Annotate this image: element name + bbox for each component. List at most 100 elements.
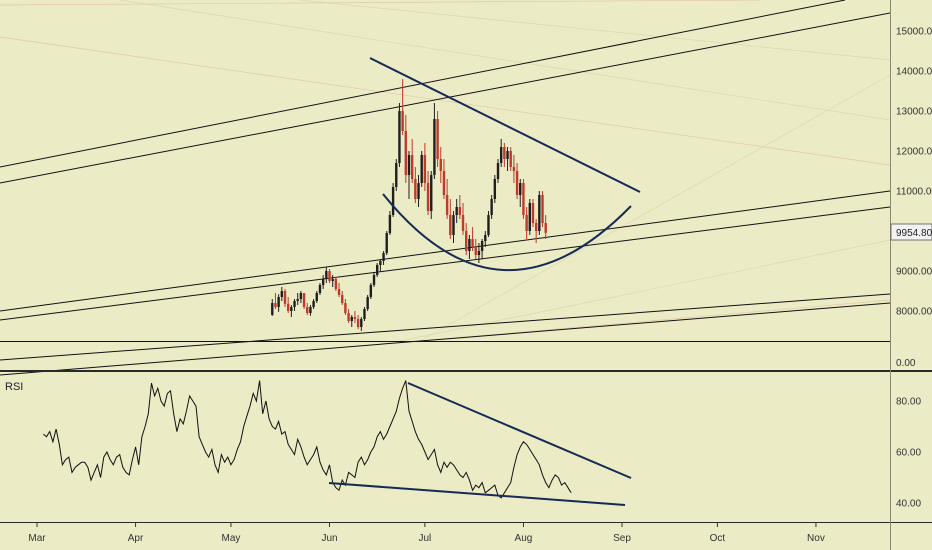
candle-body — [417, 183, 420, 199]
rsi-line — [43, 380, 572, 499]
rsi-axis[interactable]: 80.00 60.00 40.00 — [896, 397, 921, 510]
candle-body — [312, 301, 315, 307]
candle-body — [395, 163, 398, 187]
candle-body — [401, 111, 404, 131]
current-price-tag-box — [890, 223, 932, 241]
candle-body — [296, 299, 299, 301]
candle-body — [293, 301, 296, 307]
candle-body — [430, 175, 433, 211]
candle-body — [519, 183, 522, 195]
candle-body — [433, 119, 436, 175]
candle-body — [436, 119, 439, 159]
candle-body — [337, 289, 341, 295]
candle-body — [465, 231, 468, 251]
candle-body — [321, 279, 325, 285]
candle-body — [509, 151, 512, 167]
candle-body — [544, 223, 547, 233]
fan-line — [0, 0, 761, 6]
fan-line — [119, 0, 891, 121]
candle-body — [420, 155, 423, 183]
candle-body — [480, 241, 484, 251]
candle-body — [534, 223, 538, 231]
candle-body — [461, 215, 465, 231]
candle-body — [280, 291, 284, 297]
candle-body — [382, 253, 385, 261]
current-price-label: 9954.80 — [896, 228, 932, 239]
trend-line — [0, 12, 891, 184]
candle-body — [515, 171, 519, 195]
month-label: Mar — [28, 533, 46, 544]
candle-body — [309, 307, 312, 313]
candle-body — [442, 171, 446, 195]
candle-body — [487, 215, 490, 235]
price-tick-label: 11000.00 — [896, 187, 932, 198]
candle-body — [375, 265, 379, 275]
candle-body — [471, 239, 474, 247]
candle-body — [271, 303, 274, 315]
trend-line — [0, 302, 891, 376]
candle-body — [439, 159, 442, 171]
candle-body — [363, 309, 366, 319]
candle-body — [512, 167, 516, 171]
candle-body — [522, 183, 525, 215]
candle-body — [541, 195, 544, 223]
rsi-support-line — [328, 482, 626, 506]
candle-body — [503, 147, 506, 159]
candle-body — [391, 187, 395, 215]
month-label: Oct — [710, 533, 726, 544]
candle-body — [414, 179, 417, 199]
candle-body — [423, 155, 427, 183]
candle-body — [341, 295, 344, 303]
rsi-resistance-line — [407, 382, 632, 479]
candle-body — [449, 215, 452, 235]
candle-body — [290, 307, 293, 311]
candle-body — [496, 163, 500, 179]
candle-body — [299, 293, 303, 299]
trend-line — [0, 293, 891, 361]
rsi-pane[interactable]: RSI — [5, 380, 632, 506]
candle-body — [388, 215, 392, 233]
candle-body — [484, 235, 487, 241]
candle-body — [528, 203, 531, 231]
month-label: Nov — [807, 533, 825, 544]
candle-body — [274, 303, 277, 307]
price-axis-zero-label: 0.00 — [896, 358, 916, 369]
price-tick-label: 14000.00 — [896, 67, 932, 78]
rsi-pattern-lines — [328, 382, 632, 506]
rounding-bottom-curve — [382, 193, 632, 272]
candle-body — [344, 303, 347, 313]
candle-body — [474, 247, 477, 255]
candle-body — [277, 297, 280, 307]
rsi-tick-label: 80.00 — [896, 397, 921, 408]
pane-divider[interactable] — [0, 370, 932, 372]
candle-body — [379, 261, 382, 265]
candle-body — [360, 319, 363, 327]
candle-body — [353, 317, 357, 319]
candle-body — [455, 207, 458, 215]
price-axis[interactable]: 15000.00 14000.00 13000.00 12000.00 11000.00… — [896, 27, 932, 318]
candle-body — [525, 215, 528, 231]
time-axis[interactable]: Mar Apr May Jun Jul Aug Sep Oct Nov — [28, 522, 825, 544]
month-label: Sep — [613, 533, 631, 544]
candle-body — [302, 293, 306, 307]
candle-body — [538, 195, 541, 231]
candle-body — [347, 313, 350, 321]
descending-resistance-line — [369, 57, 641, 193]
candle-body — [499, 147, 503, 163]
candle-body — [452, 215, 455, 235]
price-pane[interactable] — [0, 0, 891, 376]
candle-body — [315, 293, 318, 301]
fan-line — [419, 74, 891, 342]
candle-body — [306, 307, 309, 313]
candle-body — [445, 195, 449, 215]
current-price-tag: 9954.80 — [890, 223, 932, 241]
candle-body — [286, 303, 290, 311]
faint-fan-lines — [0, 0, 891, 342]
candle-body — [493, 179, 497, 199]
fan-line — [299, 0, 891, 61]
candle-body — [283, 291, 287, 304]
month-label: Aug — [515, 533, 533, 544]
trend-lines — [0, 0, 891, 376]
